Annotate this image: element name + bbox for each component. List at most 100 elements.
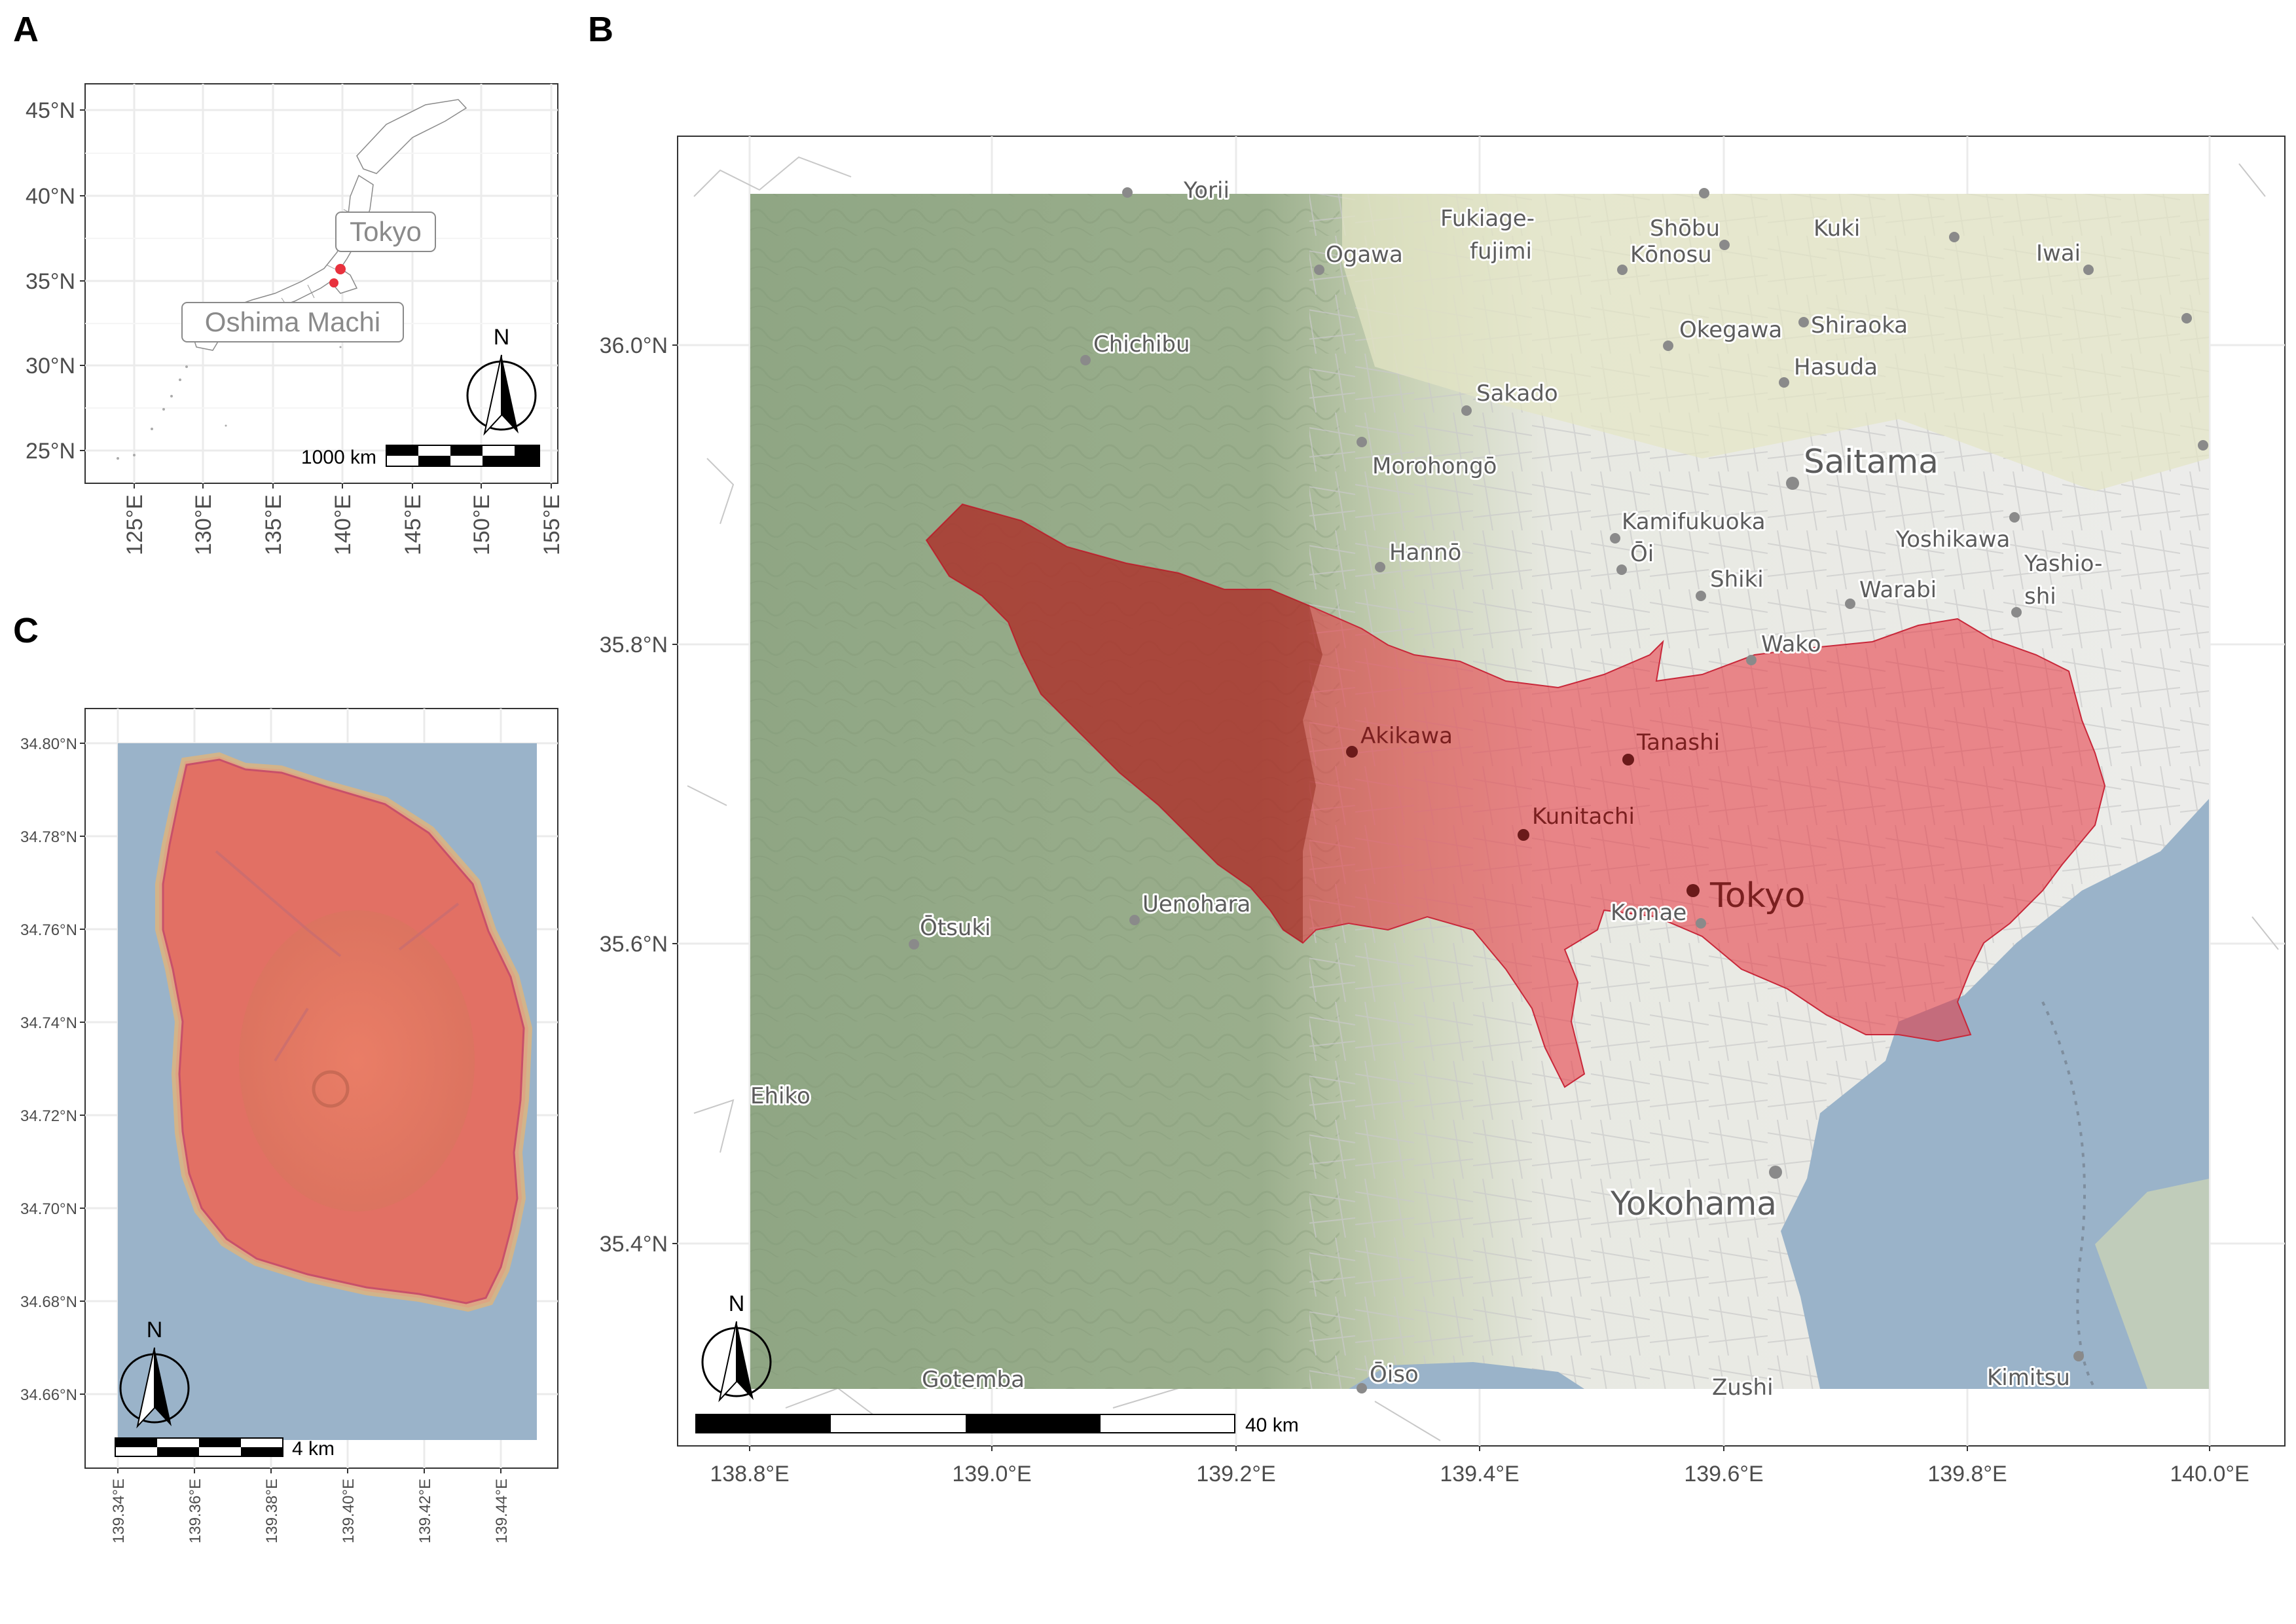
a-xtick-150: 150°E <box>469 494 494 555</box>
panel-b: Fukiage- fujimi Shōbu Kōnosu Kuki Iwai O… <box>600 136 2286 1486</box>
b-xtick-139-2: 139.2°E <box>1196 1462 1275 1486</box>
place-tanashi: Tanashi <box>1636 729 1720 756</box>
oshima-point <box>329 278 338 287</box>
c-xtick-139-38: 139.38°E <box>263 1479 281 1543</box>
c-ytick-34-68: 34.68°N <box>20 1293 77 1311</box>
place-gotemba: Gotemba <box>922 1367 1025 1393</box>
c-xtick-139-36: 139.36°E <box>187 1479 204 1543</box>
panel-c: 34.80°N 34.78°N 34.76°N 34.74°N 34.72°N … <box>20 708 558 1543</box>
place-saitama: Saitama <box>1804 443 1939 481</box>
panel-a-north-label: N <box>494 325 510 350</box>
a-ytick-40: 40°N <box>26 184 75 209</box>
okinawa-islands <box>117 346 342 460</box>
panel-b-north-label: N <box>729 1291 745 1316</box>
place-zushi: Zushi <box>1712 1375 1774 1401</box>
panel-c-north-label: N <box>147 1318 163 1342</box>
b-xtick-139-8: 139.8°E <box>1927 1462 2007 1486</box>
place-iwai: Iwai <box>2036 240 2081 267</box>
place-oiso: Ōiso <box>1370 1361 1419 1388</box>
c-xtick-139-44: 139.44°E <box>493 1479 511 1543</box>
b-xtick-139-4: 139.4°E <box>1440 1462 1519 1486</box>
sagami-bay <box>1349 1362 1584 1389</box>
b-xtick-138-8: 138.8°E <box>710 1462 789 1486</box>
c-xtick-139-34: 139.34°E <box>110 1479 128 1543</box>
oshima-label-box <box>181 302 404 342</box>
place-yashio: Yashio- <box>2024 551 2102 577</box>
place-sakado: Sakado <box>1476 380 1558 407</box>
a-ytick-35: 35°N <box>26 269 75 294</box>
b-ytick-35-6: 35.6°N <box>600 932 668 957</box>
a-ytick-45: 45°N <box>26 98 75 123</box>
place-akikawa: Akikawa <box>1360 723 1453 749</box>
panel-c-ticks <box>80 743 501 1473</box>
place-komae: Komae <box>1611 900 1686 926</box>
panel-c-letter: C <box>13 611 39 650</box>
place-kuki: Kuki <box>1813 215 1860 242</box>
panel-a-letter: A <box>13 10 39 49</box>
panel-c-scale-bar: 4 km <box>115 1437 335 1460</box>
mount-mihara <box>239 910 475 1211</box>
tokyo-label: Tokyo <box>350 216 422 247</box>
a-ytick-30: 30°N <box>26 354 75 378</box>
b-ytick-36-0: 36.0°N <box>600 333 668 358</box>
place-fukiage: Fukiage- <box>1440 206 1535 232</box>
b-xtick-139-0: 139.0°E <box>952 1462 1031 1486</box>
place-kamifukuoka: Kamifukuoka <box>1622 509 1766 535</box>
mihara-crater <box>312 1070 350 1108</box>
place-chichibu: Chichibu <box>1093 331 1190 358</box>
place-morohongo: Morohongō <box>1372 453 1497 479</box>
c-ytick-34-72: 34.72°N <box>20 1107 77 1125</box>
island-roads <box>215 850 460 1062</box>
place-konosu: Kōnosu <box>1630 242 1712 268</box>
place-kimitsu: Kimitsu <box>1987 1365 2070 1391</box>
tokyo-point <box>335 264 346 274</box>
place-shiki: Shiki <box>1710 566 1764 593</box>
tokyo-mountain-area <box>926 504 1322 943</box>
city-points <box>909 187 2208 1393</box>
a-xtick-135: 135°E <box>261 494 286 555</box>
c-ytick-34-66: 34.66°N <box>20 1386 77 1404</box>
tokyo-metropolis-area <box>925 503 2106 1088</box>
panel-a-frame <box>84 83 558 484</box>
place-hanno: Hannō <box>1389 540 1461 566</box>
a-xtick-140: 140°E <box>331 494 355 555</box>
farmland-area <box>1342 194 2209 491</box>
c-ytick-34-78: 34.78°N <box>20 828 77 846</box>
c-xtick-139-40: 139.40°E <box>340 1479 357 1543</box>
panel-a-ticks <box>80 109 552 489</box>
panel-a-scale-label: 1000 km <box>301 447 376 468</box>
panel-b-ticks <box>672 344 2210 1451</box>
c-xtick-139-42: 139.42°E <box>416 1479 434 1543</box>
tokyo-city-points <box>1346 746 1700 897</box>
place-tokyo: Tokyo <box>1709 876 1806 915</box>
place-oi: Ōi <box>1630 541 1654 567</box>
b-ytick-35-4: 35.4°N <box>600 1232 668 1257</box>
a-ytick-25: 25°N <box>26 439 75 464</box>
place-fujimi: fujimi <box>1470 238 1532 265</box>
panel-a-gridlines: Tokyo Oshima Machi <box>85 84 558 483</box>
a-xtick-155: 155°E <box>539 494 564 555</box>
c-ytick-34-70: 34.70°N <box>20 1200 77 1218</box>
tokyo-label-box <box>335 212 436 252</box>
b-xtick-140-0: 140.0°E <box>2170 1462 2249 1486</box>
panel-b-letter: B <box>588 10 613 49</box>
a-xtick-130: 130°E <box>191 494 216 555</box>
place-shiraoka: Shiraoka <box>1811 312 1908 339</box>
b-xtick-139-6: 139.6°E <box>1684 1462 1763 1486</box>
panel-a: Tokyo Oshima Machi 45°N 40°N 35°N 30°N 2… <box>26 83 564 555</box>
place-okegawa: Okegawa <box>1679 317 1782 343</box>
panel-b-scale-label: 40 km <box>1245 1414 1299 1436</box>
place-otsuki: Ōtsuki <box>920 915 991 941</box>
c-ytick-34-76: 34.76°N <box>20 921 77 939</box>
place-ogawa: Ogawa <box>1326 242 1403 268</box>
place-hasuda: Hasuda <box>1794 354 1878 380</box>
panel-c-north-arrow: N <box>119 1318 190 1429</box>
place-shobu: Shōbu <box>1650 215 1720 242</box>
place-kunitachi: Kunitachi <box>1532 803 1635 830</box>
oshima-label: Oshima Machi <box>205 306 380 337</box>
a-xtick-125: 125°E <box>122 494 147 555</box>
panel-a-north-arrow: N <box>466 325 537 436</box>
panel-c-scale-label: 4 km <box>292 1438 335 1460</box>
place-uenohara: Uenohara <box>1142 891 1250 917</box>
